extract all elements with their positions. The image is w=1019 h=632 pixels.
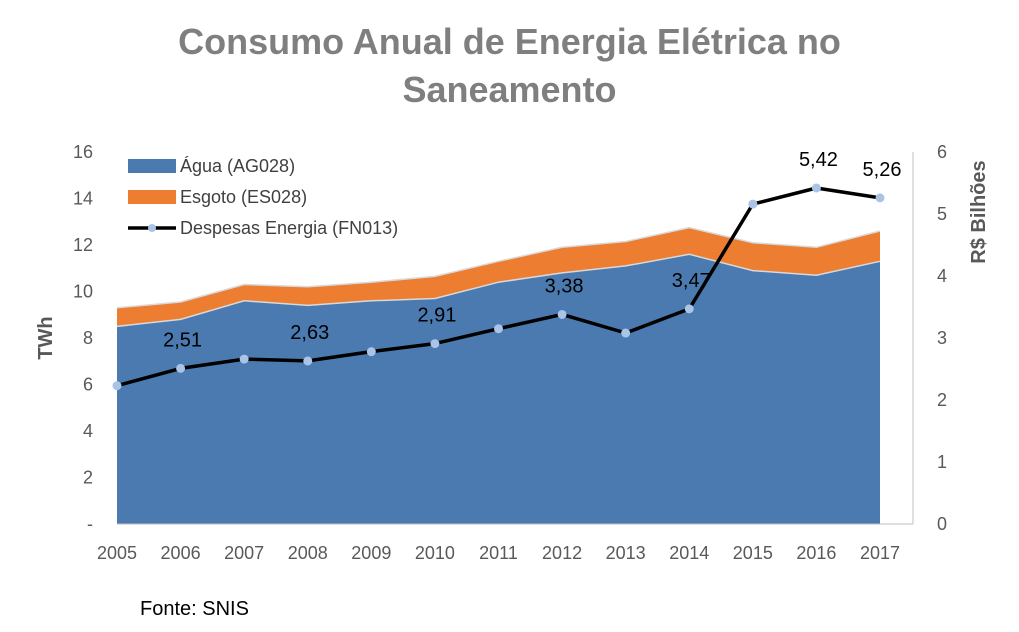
y-tick-label: 10: [73, 282, 93, 302]
x-tick-label: 2009: [351, 543, 391, 563]
chart-title-line1: Consumo Anual de Energia Elétrica no: [178, 21, 841, 62]
x-tick-label: 2005: [97, 543, 137, 563]
y2-tick-label: 4: [937, 266, 947, 286]
y-tick-label: 6: [83, 375, 93, 395]
x-tick-label: 2011: [479, 543, 518, 563]
legend-label-esgoto: Esgoto (ES028): [180, 187, 307, 207]
despesas-marker: [557, 309, 567, 319]
legend-label-despesas: Despesas Energia (FN013): [180, 218, 398, 238]
legend-swatch-agua: [128, 159, 176, 173]
x-tick-label: 2014: [669, 543, 709, 563]
y2-tick-label: 0: [937, 514, 947, 534]
y2-tick-label: 2: [937, 390, 947, 410]
despesas-marker: [112, 381, 122, 391]
despesas-marker: [494, 324, 503, 334]
despesas-data-label: 2,51: [163, 329, 202, 351]
x-tick-label: 2010: [415, 543, 455, 563]
despesas-data-label: 3,38: [545, 275, 584, 297]
x-tick-label: 2012: [542, 543, 582, 563]
despesas-marker: [239, 354, 249, 364]
y2-tick-label: 1: [937, 452, 947, 472]
y2-tick-label: 6: [937, 142, 947, 162]
despesas-data-label: 2,91: [417, 305, 456, 327]
despesas-marker: [303, 356, 313, 366]
y-tick-label: 8: [83, 328, 93, 348]
chart-title: Consumo Anual de Energia Elétrica no San…: [0, 18, 1019, 114]
x-tick-label: 2017: [860, 543, 900, 563]
agua-edge: [116, 253, 881, 328]
y-tick-label: 16: [73, 142, 93, 162]
legend-swatch-esgoto: [128, 190, 176, 204]
despesas-data-label: 3,47: [672, 270, 711, 292]
despesas-marker: [748, 199, 758, 209]
x-tick-label: 2013: [606, 543, 646, 563]
x-tick-label: 2006: [161, 543, 201, 563]
y-tick-label: 4: [83, 421, 93, 441]
despesas-marker: [621, 328, 631, 338]
despesas-marker: [811, 183, 821, 193]
despesas-marker: [684, 304, 694, 314]
x-tick-label: 2016: [796, 543, 836, 563]
despesas-marker: [430, 339, 440, 349]
y2-tick-label: 3: [937, 328, 947, 348]
x-tick-label: 2007: [224, 543, 264, 563]
despesas-data-label: 5,42: [799, 149, 838, 171]
y-tick-label: 2: [83, 468, 93, 488]
x-tick-label: 2008: [288, 543, 328, 563]
esgoto-area: [117, 227, 880, 327]
y-tick-label: -: [87, 514, 93, 534]
legend-label-agua: Água (AG028): [180, 156, 295, 176]
chart-title-line2: Saneamento: [402, 69, 617, 110]
y-tick-label: 12: [73, 235, 93, 255]
x-tick-label: 2015: [733, 543, 773, 563]
y2-axis-title: R$ Bilhões: [968, 160, 990, 263]
despesas-data-label: 5,26: [863, 159, 902, 181]
esgoto-edge: [116, 226, 881, 309]
y-tick-label: 14: [73, 189, 93, 209]
despesas-marker: [366, 347, 376, 357]
y2-tick-label: 5: [937, 204, 947, 224]
y-axis-title: TWh: [35, 316, 57, 359]
agua-area: [117, 254, 880, 525]
source-note: Fonte: SNIS: [140, 598, 249, 620]
despesas-marker: [176, 363, 186, 373]
despesas-marker: [875, 193, 885, 203]
legend-marker-despesas: [148, 224, 156, 232]
despesas-data-label: 2,63: [290, 322, 329, 344]
